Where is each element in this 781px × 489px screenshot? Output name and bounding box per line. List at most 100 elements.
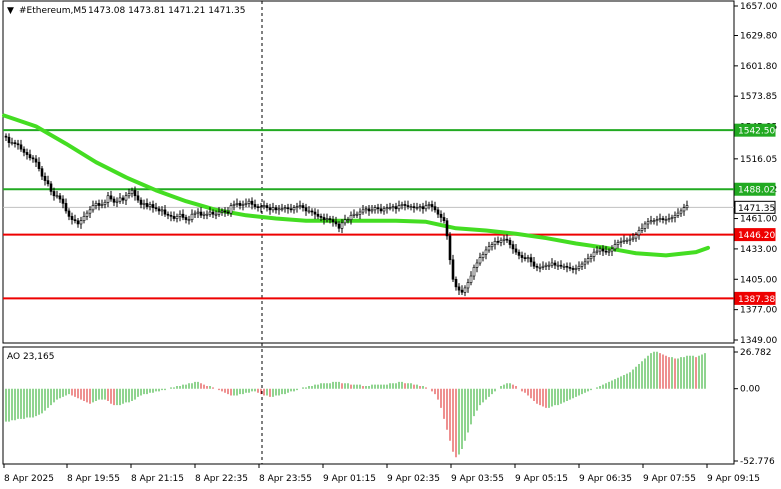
candle-body [223,210,227,213]
candle-body [232,204,236,206]
candle-body [205,213,209,216]
candle-body [652,220,656,223]
candle-body [616,242,620,245]
candle-body [421,206,425,210]
candle-body [403,204,407,206]
candle-body [589,256,593,259]
candle-body [292,207,296,211]
time-tick-label: 9 Apr 06:35 [579,474,632,484]
candle-body [670,217,674,219]
candle-body [307,210,311,213]
candle-body [13,142,17,145]
candle-body [415,207,419,210]
resistance-price-tag-box [734,182,776,196]
candle-body [31,157,35,160]
ao-tick-label: 0.00 [740,385,760,395]
candle-body [535,265,539,268]
candle-body [391,206,395,209]
candle-body [388,207,392,210]
candle-body [433,206,437,211]
time-tick-label: 8 Apr 22:35 [195,474,248,484]
resistance-price-tag-label: 1488.02 [738,186,775,196]
candle-body [94,203,98,206]
candle-body [4,135,8,138]
candle-body [385,207,389,210]
candle-body [370,209,374,212]
candle-body [313,211,317,215]
candle-body [601,248,605,252]
candle-body [322,217,326,220]
candle-body [442,217,446,222]
candle-body [208,211,212,215]
candle-body [364,208,368,211]
candle-body [157,208,161,212]
candle-body [658,218,662,220]
price-panel-frame [2,0,735,344]
candle-body [76,220,80,225]
candle-body [511,244,515,250]
candle-body [79,220,83,225]
candle-body [229,205,233,214]
candle-body [241,204,245,206]
candle-body [559,264,563,267]
time-tick-label: 9 Apr 02:35 [387,474,440,484]
candle-body [175,216,179,219]
candle-body [19,144,23,150]
candle-body [592,251,596,257]
candle-body [196,211,200,214]
candle-body [448,235,452,261]
candle-body [250,200,254,205]
candle-body [193,212,197,215]
candle-body [184,217,188,220]
candle-body [319,216,323,218]
candle-body [607,250,611,253]
candle-body [325,218,329,220]
time-tick-label: 9 Apr 09:15 [707,474,760,484]
candle-body [226,211,230,214]
price-tags: 1542.50 1488.02 1471.35 1446.20 1387.38 [734,123,776,305]
candle-body [685,205,689,209]
candle-body [211,211,215,215]
candle-body [109,195,113,200]
candle-body [475,262,479,268]
chart-header-arrow[interactable]: ▼ [7,6,14,16]
candle-body [199,211,203,216]
candle-body [520,255,524,258]
candle-body [472,267,476,277]
price-tick-label: 1405.00 [740,275,777,285]
candle-body [427,204,431,206]
candle-body [298,205,302,207]
candle-body [523,257,527,259]
candle-body [508,239,512,245]
candle-body [43,175,47,181]
candle-body [460,289,464,293]
candle-body [532,261,536,267]
candle-body [91,205,95,211]
candle-body [673,214,677,218]
candle-body [82,216,86,222]
candle-body [610,248,614,252]
candle-body [247,200,251,204]
candle-body [439,213,443,218]
candle-body [340,222,344,229]
candle-body [379,208,383,212]
ao-title: AO 23,165 [7,352,54,362]
candle-body [58,195,62,200]
candle-body [676,212,680,216]
candle-body [238,203,242,206]
candle-body [145,203,149,207]
price-tick-label: 1601.80 [740,62,777,72]
candle-body [10,142,14,144]
price-tick-label: 1516.05 [740,155,777,165]
candle-body [649,220,653,223]
support-price-tag-box [734,228,776,242]
candle-body [445,220,449,237]
candle-body [436,209,440,215]
candle-body [151,204,155,209]
candle-body [547,264,551,267]
candle-body [70,216,74,220]
candle-body [493,241,497,245]
price-tick-label: 1573.85 [740,92,777,102]
price-tick-label: 1377.00 [740,306,777,316]
candle-body [574,268,578,270]
